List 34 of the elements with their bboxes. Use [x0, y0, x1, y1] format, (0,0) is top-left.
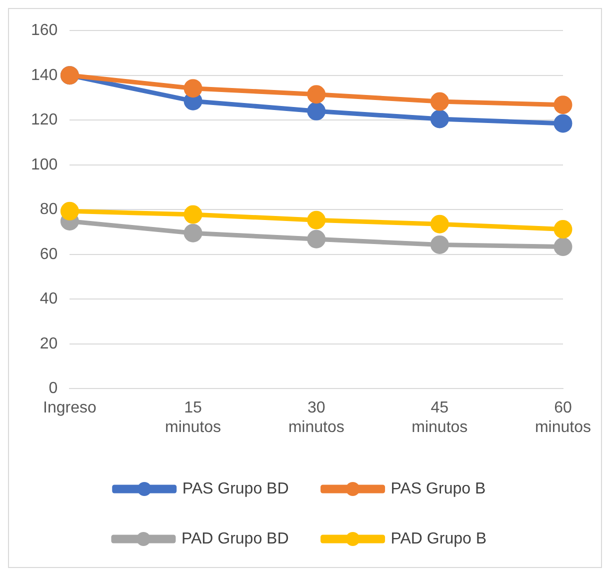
point	[554, 237, 572, 256]
point	[307, 102, 326, 120]
point	[554, 96, 572, 114]
x-tick-label: Ingreso	[43, 400, 96, 417]
point	[554, 114, 572, 133]
y-tick-label: 120	[30, 112, 58, 129]
y-tick-label: 100	[30, 156, 58, 174]
y-tick-label: 60	[40, 246, 58, 263]
y-tick-label: 0	[48, 380, 58, 398]
point	[307, 210, 326, 230]
x-tick-label: 60 minutos	[534, 400, 592, 436]
point	[430, 214, 449, 234]
legend-label: PAS Grupo BD	[182, 480, 289, 498]
x-tick-label: 45 minutos	[412, 400, 468, 436]
legend-label: PAD Grupo BD	[181, 530, 289, 548]
x-tick-label: 15 minutos	[165, 400, 222, 436]
point	[430, 92, 449, 111]
point	[554, 220, 572, 239]
point	[184, 205, 202, 224]
legend-label: PAD Grupo B	[390, 530, 487, 548]
y-tick-label: 40	[40, 290, 58, 308]
x-tick-label: 30 minutos	[288, 400, 344, 436]
point	[307, 85, 326, 104]
point	[430, 235, 449, 254]
y-tick-label: 20	[40, 335, 58, 352]
point	[60, 202, 79, 220]
y-tick-label: 80	[40, 201, 58, 218]
point	[184, 79, 202, 98]
point	[184, 224, 202, 242]
y-tick-label: 160	[30, 22, 58, 40]
y-tick-label: 140	[30, 66, 58, 84]
point	[307, 230, 326, 248]
legend-label: PAS Grupo B	[390, 480, 486, 498]
point	[430, 110, 449, 128]
